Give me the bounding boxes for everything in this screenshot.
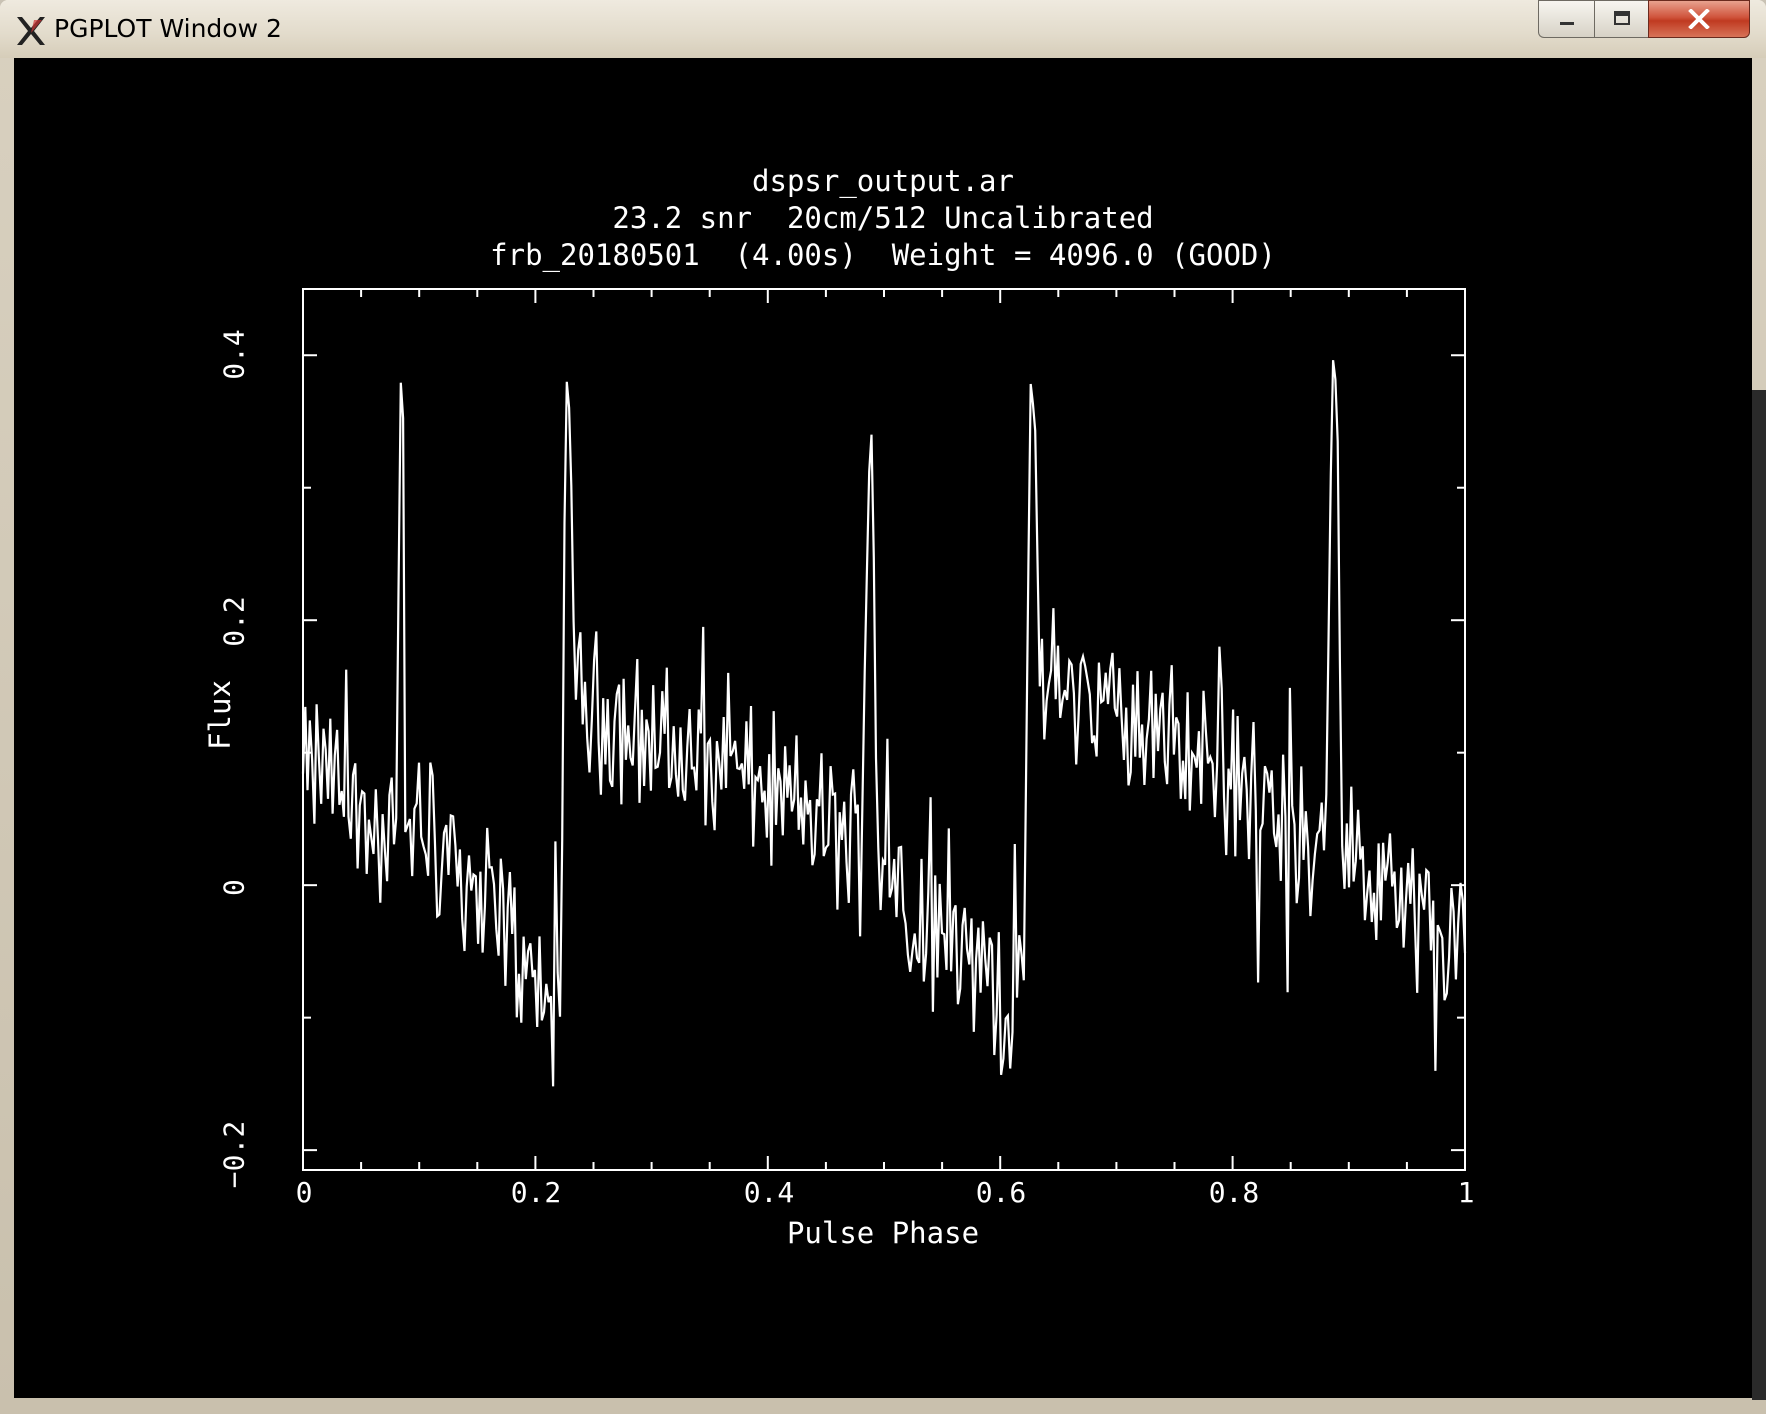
maximize-icon [1613, 11, 1630, 25]
chart-subtitle: 23.2 snr 20cm/512 Uncalibrated [612, 201, 1154, 235]
xtick-label: 1 [1457, 1176, 1475, 1209]
maximize-button[interactable] [1594, 0, 1648, 38]
y-ticks [303, 354, 1465, 1152]
x-axis-label: Pulse Phase [786, 1216, 980, 1250]
ytick-label: −0.2 [217, 1120, 251, 1189]
x-ticks [302, 289, 1466, 1170]
window-title: PGPLOT Window 2 [54, 14, 282, 43]
ytick-label: 0.4 [217, 329, 251, 380]
y-axis-label: Flux [203, 680, 237, 750]
window-controls [1538, 0, 1750, 40]
xtick-label: 0 [295, 1176, 313, 1209]
chart-title: dspsr_output.ar [752, 164, 1014, 198]
xtick-label: 0.2 [510, 1176, 562, 1209]
minimize-icon [1559, 22, 1574, 25]
xtick-label: 0.8 [1208, 1176, 1260, 1209]
ytick-label: 0 [217, 879, 251, 896]
series-line [301, 360, 1467, 1087]
title-bar[interactable]: PGPLOT Window 2 [0, 0, 1766, 58]
close-icon [1688, 9, 1710, 29]
close-button[interactable] [1648, 0, 1750, 38]
plot-canvas[interactable]: dspsr_output.ar 23.2 snr 20cm/512 Uncali… [14, 58, 1752, 1398]
chart-info-line: frb_20180501 (4.00s) Weight = 4096.0 (GO… [490, 238, 1276, 272]
xtick-label: 0.6 [975, 1176, 1027, 1209]
pulse-profile-plot [301, 288, 1467, 1171]
right-edge-strip [1752, 390, 1766, 1400]
minimize-button[interactable] [1538, 0, 1594, 38]
xtick-label: 0.4 [743, 1176, 795, 1209]
x11-icon [17, 17, 45, 45]
